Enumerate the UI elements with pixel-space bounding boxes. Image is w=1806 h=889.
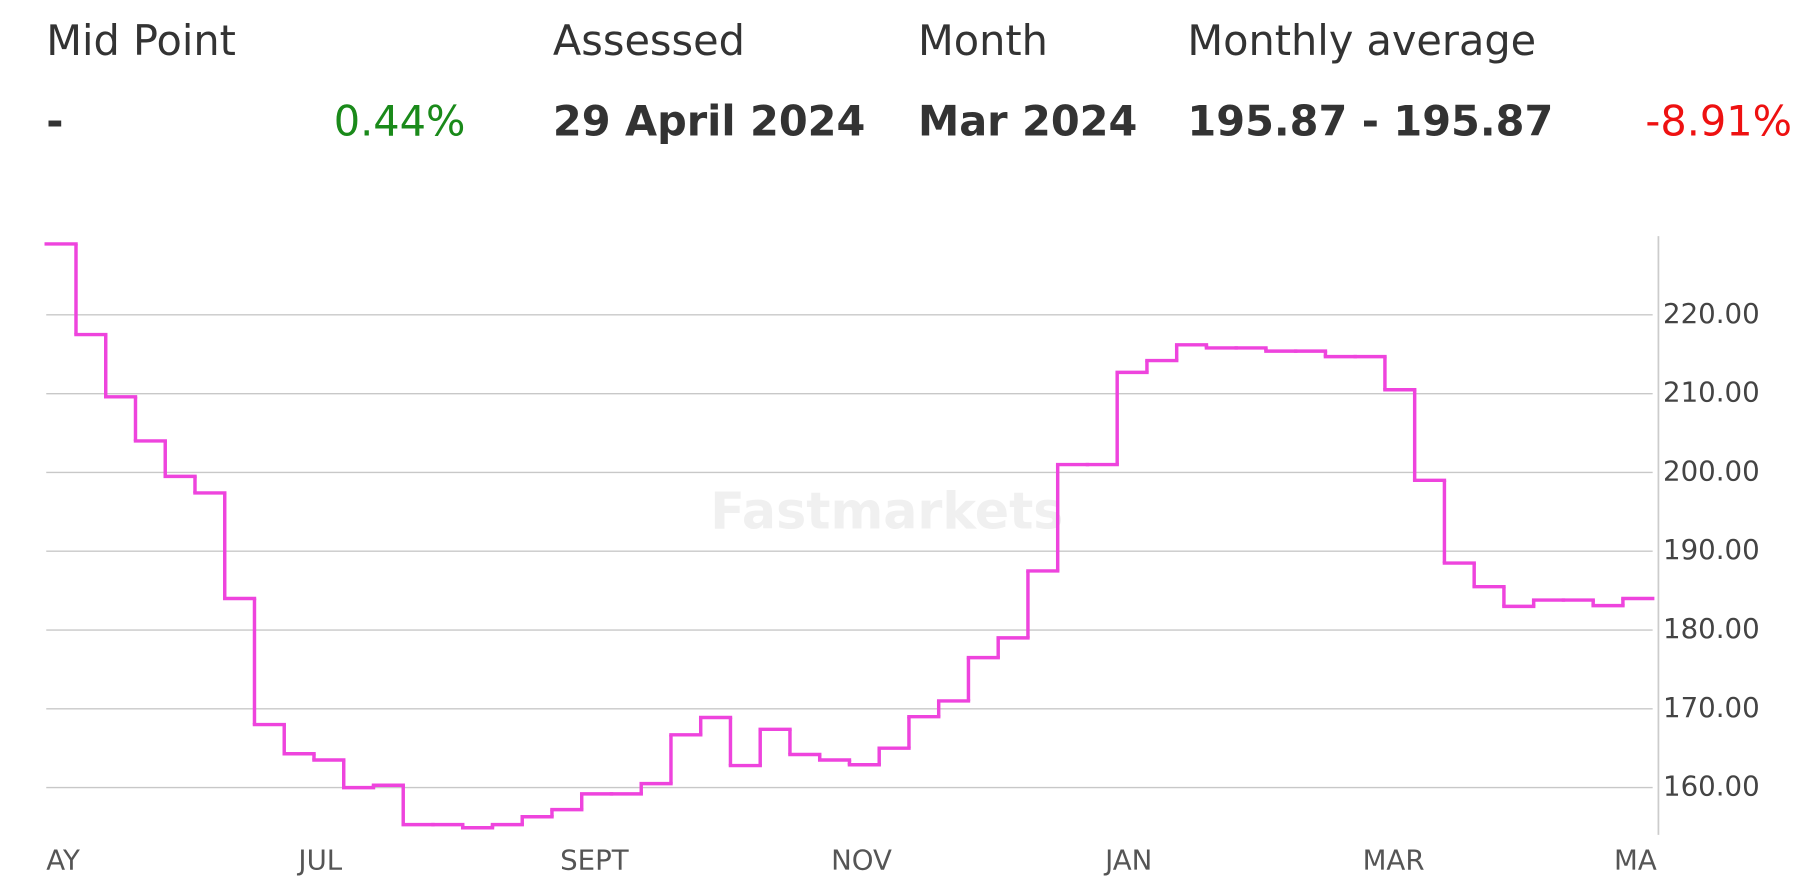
x-tick-label: MA xyxy=(1614,843,1657,876)
x-tick-label: AY xyxy=(46,843,80,876)
y-tick-label: 180.00 xyxy=(1663,612,1760,645)
header-label: Assessed xyxy=(553,17,745,65)
mid-point: - xyxy=(46,97,63,145)
x-tick-label: SEPT xyxy=(560,843,629,876)
month: Mar 2024 xyxy=(918,97,1137,145)
mid-point-change: 0.44% xyxy=(334,97,466,145)
y-tick-label: 160.00 xyxy=(1663,770,1760,803)
y-tick-label: 210.00 xyxy=(1663,376,1760,409)
x-tick-label: JAN xyxy=(1103,843,1152,876)
watermark: Fastmarkets xyxy=(710,482,1063,541)
monthly-average: 195.87 - 195.87 xyxy=(1187,97,1553,145)
x-tick-label: NOV xyxy=(831,843,892,876)
header-label: Month xyxy=(918,17,1048,65)
y-tick-label: 220.00 xyxy=(1663,297,1760,330)
monthly-average-change: -8.91% xyxy=(1645,97,1792,145)
assessed: 29 April 2024 xyxy=(553,97,865,145)
x-tick-label: MAR xyxy=(1363,843,1425,876)
header-label: Monthly average xyxy=(1187,17,1536,65)
header-label: Mid Point xyxy=(46,17,236,65)
x-tick-label: JUL xyxy=(296,843,342,876)
y-tick-label: 170.00 xyxy=(1663,691,1760,724)
y-tick-label: 190.00 xyxy=(1663,533,1760,566)
y-tick-label: 200.00 xyxy=(1663,454,1760,487)
